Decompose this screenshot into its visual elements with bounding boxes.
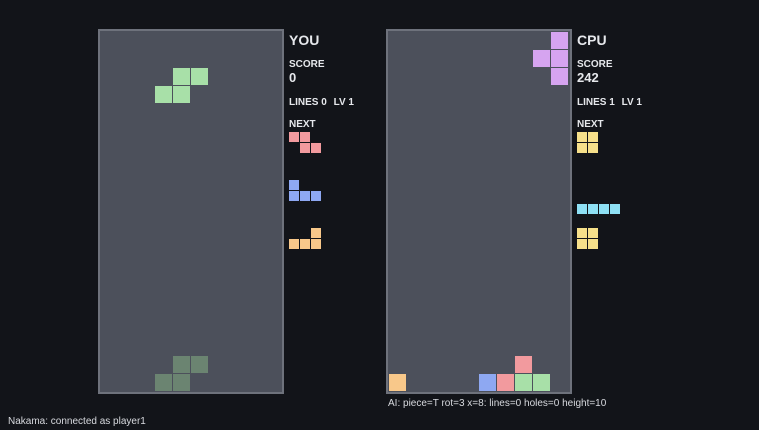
next-piece-block xyxy=(311,191,321,201)
score-value: 0 xyxy=(289,70,297,85)
next-piece-block xyxy=(577,228,587,238)
next-piece-block xyxy=(300,132,310,142)
next-piece-block xyxy=(289,191,299,201)
next-piece-block xyxy=(588,228,598,238)
score-label: SCORE xyxy=(289,59,325,70)
next-piece-block xyxy=(588,143,598,153)
cpu-name: CPU xyxy=(577,32,607,48)
next-piece-block xyxy=(599,204,609,214)
score-value: 242 xyxy=(577,70,599,85)
cpu-board xyxy=(386,29,572,394)
next-piece-block xyxy=(289,132,299,142)
next-piece-block xyxy=(577,143,587,153)
ghost-block xyxy=(155,374,172,391)
next-piece-block xyxy=(289,239,299,249)
next-piece-block xyxy=(300,143,310,153)
active-block xyxy=(173,86,190,103)
player-board xyxy=(98,29,284,394)
next-label: NEXT xyxy=(577,119,604,130)
lines-count: LINES 0 xyxy=(289,97,327,108)
next-piece-block xyxy=(588,204,598,214)
lines-level-row: LINES 0 LV 1 xyxy=(289,97,358,108)
active-block xyxy=(191,68,208,85)
level-indicator: LV 1 xyxy=(621,97,642,108)
locked-block xyxy=(479,374,496,391)
locked-block xyxy=(497,374,514,391)
active-block xyxy=(551,50,568,67)
next-label: NEXT xyxy=(289,119,316,130)
ghost-block xyxy=(191,356,208,373)
ghost-block xyxy=(173,374,190,391)
next-piece-block xyxy=(577,239,587,249)
next-piece-block xyxy=(289,180,299,190)
score-label: SCORE xyxy=(577,59,613,70)
active-block xyxy=(173,68,190,85)
next-piece-block xyxy=(300,239,310,249)
locked-block xyxy=(515,356,532,373)
active-block xyxy=(551,32,568,49)
active-block xyxy=(551,68,568,85)
next-piece-block xyxy=(588,132,598,142)
locked-block xyxy=(533,374,550,391)
locked-block xyxy=(389,374,406,391)
next-piece-block xyxy=(300,191,310,201)
next-piece-block xyxy=(311,239,321,249)
level-indicator: LV 1 xyxy=(333,97,354,108)
next-piece-block xyxy=(577,204,587,214)
player-name: YOU xyxy=(289,32,320,48)
ai-debug-text: AI: piece=T rot=3 x=8: lines=0 holes=0 h… xyxy=(388,398,607,409)
lines-level-row: LINES 1 LV 1 xyxy=(577,97,646,108)
next-piece-block xyxy=(311,228,321,238)
active-block xyxy=(155,86,172,103)
connection-status: Nakama: connected as player1 xyxy=(8,416,146,427)
cpu-panel: CPU SCORE 242 LINES 1 LV 1 NEXT xyxy=(577,32,687,249)
next-piece-block xyxy=(610,204,620,214)
active-block xyxy=(533,50,550,67)
next-piece-block xyxy=(588,239,598,249)
next-piece-block xyxy=(577,132,587,142)
locked-block xyxy=(515,374,532,391)
lines-count: LINES 1 xyxy=(577,97,615,108)
player-panel: YOU SCORE 0 LINES 0 LV 1 NEXT xyxy=(289,32,399,249)
ghost-block xyxy=(173,356,190,373)
next-piece-block xyxy=(311,143,321,153)
